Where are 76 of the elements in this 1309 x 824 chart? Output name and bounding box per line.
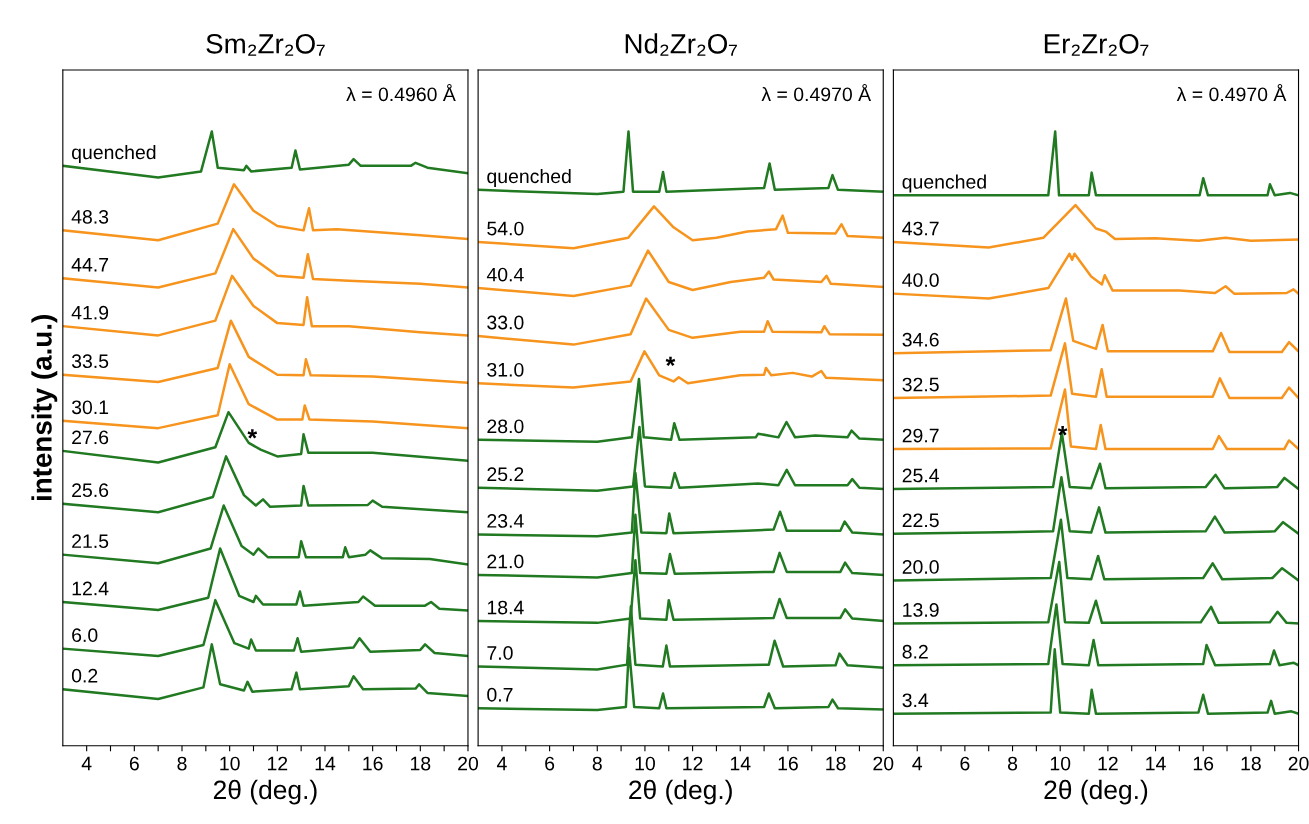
series-label: 25.6 [72, 483, 109, 498]
series-label: 43.7 [902, 221, 939, 236]
text: λ = 0.4970 Å [761, 83, 872, 102]
annotation: * [1057, 426, 1068, 436]
x-tick-label: 20 [873, 756, 894, 771]
x-tick-label: 6 [960, 756, 970, 771]
series-label: 44.7 [71, 258, 109, 272]
series-label: 23.4 [487, 514, 524, 528]
x-tick-label: 12 [1098, 756, 1118, 771]
series-label: 41.9 [71, 305, 109, 320]
x-tick-label: 6 [545, 756, 555, 771]
x-tick-label: 10 [635, 756, 655, 771]
series-label: 25.4 [902, 468, 939, 483]
x-tick-label: 10 [1050, 756, 1071, 771]
series-label: 40.0 [902, 273, 939, 288]
x-tick-label: 16 [363, 756, 383, 771]
x-tick-label: 20 [458, 756, 479, 771]
series-label: 33.5 [71, 354, 109, 369]
series-label: 30.1 [71, 400, 109, 415]
series-label: quenched [487, 168, 571, 188]
series-label: 21.0 [487, 554, 524, 569]
series-label: 31.0 [487, 362, 524, 377]
x-tick-label: 4 [496, 756, 507, 771]
series-label: 27.6 [72, 430, 109, 445]
x-axis-title: 2θ (deg.) [629, 779, 732, 805]
series-label: 12.4 [72, 581, 109, 596]
series-label: 32.5 [902, 377, 939, 392]
annotation: * [665, 356, 676, 367]
annotation: * [247, 429, 258, 439]
series-label: 0.2 [71, 668, 98, 683]
x-tick-label: 16 [778, 756, 798, 771]
x-tick-label: 18 [1241, 756, 1261, 771]
x-tick-label: 8 [1007, 756, 1018, 771]
chart-title: Er₂Zr₂O₇ [1044, 33, 1149, 56]
series-label: 3.4 [902, 693, 929, 708]
series-label: 48.3 [71, 209, 109, 224]
x-tick-label: 8 [177, 756, 187, 771]
series-label: 0.7 [487, 687, 513, 702]
x-tick-label: 12 [683, 756, 703, 771]
series-label: 29.7 [902, 428, 939, 443]
x-tick-label: 14 [315, 756, 336, 771]
x-tick-label: 20 [1288, 756, 1309, 771]
series-label: 28.0 [487, 419, 524, 434]
series-label: 40.4 [486, 267, 524, 282]
series-label: 33.0 [487, 315, 524, 330]
x-tick-label: 18 [826, 756, 846, 771]
series-label: 6.0 [72, 628, 98, 643]
x-tick-label: 8 [592, 756, 602, 771]
x-tick-label: 14 [730, 756, 751, 771]
chart-title: Nd₂Zr₂O₇ [625, 33, 737, 56]
x-tick-label: 4 [912, 756, 923, 771]
y-axis-title: intensity (a.u.) [31, 315, 58, 501]
text: λ = 0.4970 Å [1176, 83, 1287, 102]
chart-title: Sm₂Zr₂O₇ [206, 33, 325, 56]
x-tick-label: 16 [1193, 756, 1214, 771]
series-label: 13.9 [903, 603, 939, 617]
series-label: 22.5 [902, 513, 939, 528]
series-label: quenched [71, 144, 156, 164]
x-tick-label: 14 [1146, 756, 1166, 771]
series-label: 21.5 [72, 534, 109, 549]
x-tick-label: 10 [220, 756, 240, 771]
series-label: 34.6 [902, 332, 939, 347]
series-label: 18.4 [487, 600, 524, 615]
x-tick-label: 18 [410, 756, 431, 771]
series-label: 8.2 [902, 644, 928, 659]
x-tick-label: 6 [129, 756, 139, 771]
x-axis-title: 2θ (deg.) [213, 779, 317, 805]
x-tick-label: 4 [81, 756, 92, 771]
series-label: 7.0 [487, 646, 513, 660]
series-label: 25.2 [487, 467, 524, 482]
x-tick-label: 12 [267, 756, 288, 771]
series-label: 54.0 [487, 221, 524, 236]
x-axis-title: 2θ (deg.) [1044, 779, 1148, 805]
text: λ = 0.4960 Å [346, 83, 456, 102]
series-label: quenched [902, 174, 986, 193]
series-label: 20.0 [902, 560, 939, 574]
